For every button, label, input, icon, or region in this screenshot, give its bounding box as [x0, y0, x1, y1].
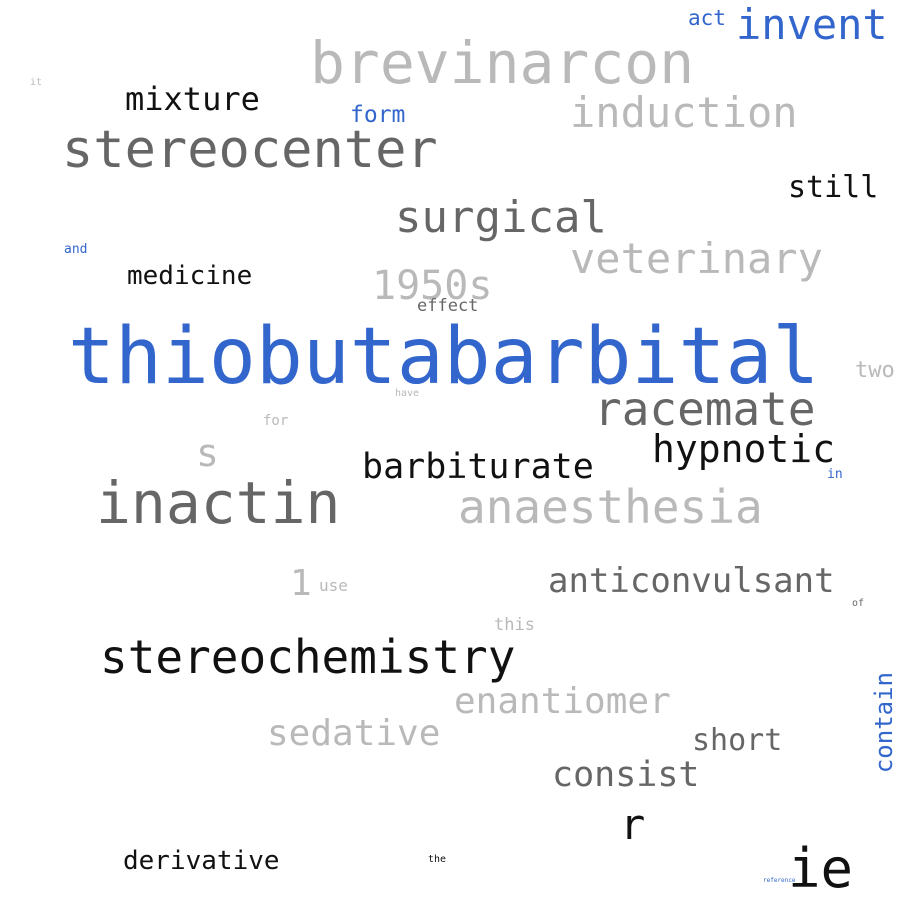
- word-reference: reference: [763, 877, 796, 884]
- word-in: in: [827, 467, 843, 482]
- word-mixture: mixture: [125, 80, 260, 118]
- word-and: and: [64, 242, 88, 257]
- word-invent: invent: [736, 0, 888, 49]
- word-sedative: sedative: [267, 713, 441, 754]
- word-enantiomer: enantiomer: [454, 681, 671, 722]
- word-anticonvulsant: anticonvulsant: [548, 561, 835, 601]
- word-racemate: racemate: [594, 382, 816, 436]
- word-it: it: [30, 77, 43, 88]
- word-s: s: [196, 431, 219, 475]
- word-form: form: [350, 102, 406, 128]
- word-act: act: [688, 6, 726, 30]
- word-induction: induction: [570, 88, 798, 137]
- word-have: have: [395, 388, 420, 399]
- word-still: still: [788, 170, 879, 205]
- word-for: for: [263, 413, 289, 429]
- word-effect: effect: [417, 296, 479, 316]
- word-inactin: inactin: [96, 469, 341, 537]
- word-the: the: [428, 854, 447, 865]
- word-stereocenter: stereocenter: [62, 120, 438, 180]
- word-r: r: [620, 800, 646, 849]
- word-contain: contain: [870, 672, 898, 774]
- word-two: two: [855, 358, 895, 383]
- word-thiobutabarbital: thiobutabarbital: [68, 312, 820, 402]
- word-barbiturate: barbiturate: [362, 447, 594, 487]
- word-veterinary: veterinary: [570, 234, 823, 283]
- word-medicine: medicine: [127, 261, 253, 291]
- word-ie: ie: [788, 837, 854, 900]
- word-hypnotic: hypnotic: [652, 427, 836, 471]
- word-consist: consist: [552, 755, 700, 795]
- word-1950s: 1950s: [372, 263, 493, 309]
- word-brevinarcon: brevinarcon: [310, 29, 695, 97]
- word-short: short: [692, 723, 783, 758]
- word-use: use: [319, 576, 348, 595]
- word-1: 1: [290, 563, 312, 604]
- word-derivative: derivative: [123, 846, 280, 876]
- word-this: this: [494, 615, 535, 635]
- word-surgical: surgical: [395, 192, 607, 243]
- word-anaesthesia: anaesthesia: [458, 480, 763, 534]
- word-stereochemistry: stereochemistry: [100, 630, 516, 684]
- word-of: of: [852, 598, 865, 609]
